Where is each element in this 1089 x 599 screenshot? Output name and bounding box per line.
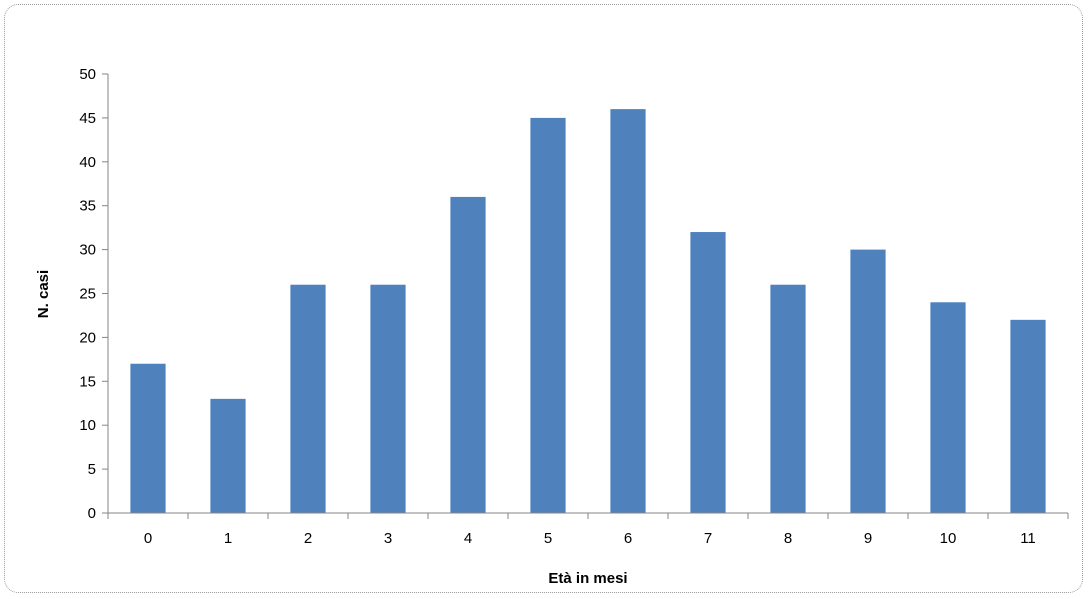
bar-2 xyxy=(290,284,326,513)
bar-0 xyxy=(130,363,166,513)
bar-10 xyxy=(930,302,966,513)
bar-9 xyxy=(850,249,886,513)
y-tick-label: 50 xyxy=(79,66,96,83)
x-tick-label: 1 xyxy=(224,530,232,547)
x-tick-label: 8 xyxy=(784,530,792,547)
y-tick-label: 40 xyxy=(79,154,96,171)
y-tick-label: 35 xyxy=(79,198,96,215)
x-tick-label: 9 xyxy=(864,530,872,547)
bar-8 xyxy=(770,284,806,513)
x-tick-label: 0 xyxy=(144,530,152,547)
x-ticks-group: 0 1 2 3 4 5 6 7 8 9 10 11 xyxy=(107,513,1069,547)
bars-group xyxy=(130,109,1046,514)
x-tick-label: 5 xyxy=(544,530,552,547)
bar-11 xyxy=(1010,319,1046,513)
x-axis-title: Età in mesi xyxy=(548,570,627,587)
x-tick-label: 3 xyxy=(384,530,392,547)
y-tick-label: 30 xyxy=(79,242,96,259)
x-tick-label: 2 xyxy=(304,530,312,547)
x-tick-label: 4 xyxy=(464,530,472,547)
y-tick-label: 0 xyxy=(88,505,96,522)
y-axis-title: N. casi xyxy=(35,270,52,318)
x-tick-label: 6 xyxy=(624,530,632,547)
y-tick-label: 5 xyxy=(88,461,96,478)
x-tick-label: 10 xyxy=(940,530,957,547)
bar-7 xyxy=(690,232,726,514)
bar-4 xyxy=(450,196,486,514)
bar-3 xyxy=(370,284,406,513)
y-tick-label: 45 xyxy=(79,110,96,127)
x-tick-label: 7 xyxy=(704,530,712,547)
y-ticks-group: 0 5 10 15 20 25 30 35 40 45 50 xyxy=(79,66,108,522)
bar-5 xyxy=(530,117,566,514)
y-tick-label: 25 xyxy=(79,286,96,303)
y-tick-label: 10 xyxy=(79,417,96,434)
x-tick-label: 11 xyxy=(1020,530,1036,547)
bar-1 xyxy=(210,398,246,513)
y-tick-label: 20 xyxy=(79,329,96,346)
bar-6 xyxy=(610,109,646,514)
y-tick-label: 15 xyxy=(79,373,96,390)
